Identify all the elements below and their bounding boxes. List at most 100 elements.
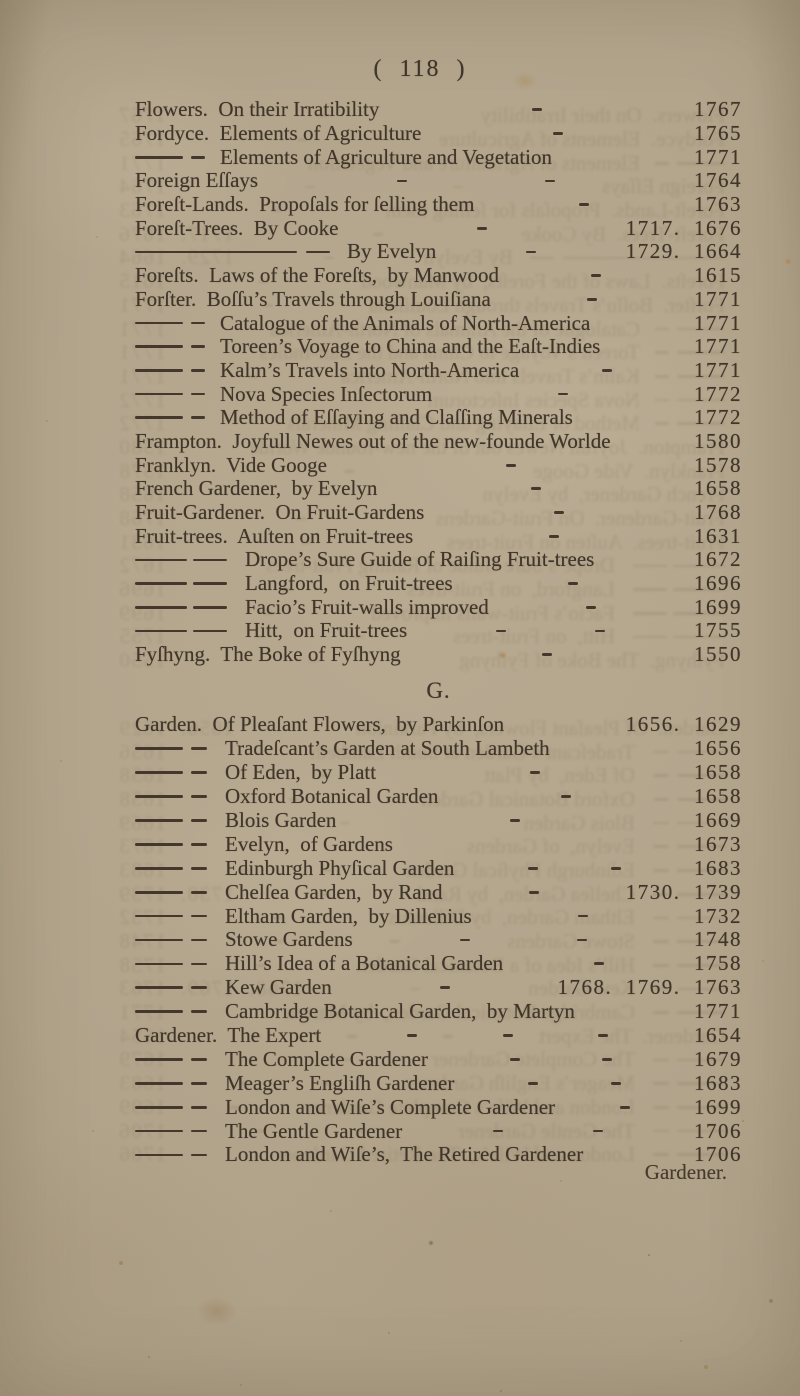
separator-dash (530, 487, 541, 491)
entry-title: Garden. Of Pleaſant Flowers, by Parkinſo… (135, 712, 505, 737)
entry-title: London and Wiſe’s, The Retired Gardener (225, 1142, 584, 1167)
entry-title: Forſter. Boſſu’s Travels through Louiſia… (135, 286, 491, 311)
entry-title: Tradeſcant’s Garden at South Lambeth (225, 736, 550, 761)
entry-year: 1706 (694, 1118, 742, 1143)
ditto-dash (135, 795, 207, 798)
entry-year: 1771 (694, 310, 742, 335)
separator-dashes (421, 132, 694, 135)
separator-dash (510, 819, 521, 822)
entry-title: Oxford Botanical Garden (225, 784, 439, 809)
entry-title: Toreen’s Voyage to China and the Eaſt-In… (220, 334, 601, 359)
entry-year: 1772 (694, 405, 742, 430)
separator-dash (554, 511, 565, 514)
separator-dash (542, 653, 553, 657)
entry-title: London and Wiſe’s Complete Gardener (225, 1094, 556, 1119)
entry-year: 1615 (694, 263, 742, 288)
ditto-dash (135, 1129, 207, 1133)
entry-title: Franklyn. Vide Googe (135, 452, 327, 477)
entry-title: Blois Garden (225, 808, 337, 833)
entry-year: 1748 (694, 927, 742, 952)
catalogue-entry: Tradeſcant’s Garden at South Lambeth 165… (135, 736, 742, 761)
catalogue-entry: Toreen’s Voyage to China and the Eaſt-In… (135, 334, 742, 359)
entry-title: Langford, on Fruit-trees (245, 571, 453, 596)
entry-title: Kew Garden (225, 975, 332, 1000)
separator-dash (459, 938, 470, 942)
paper-speckles (0, 0, 2, 2)
entry-year: 1683 (694, 1070, 742, 1095)
separator-dash (477, 226, 488, 230)
entry-year: 1696 (694, 571, 742, 596)
ditto-dash (135, 771, 207, 775)
ditto-dash (135, 962, 207, 966)
entry-title: Fyſhyng. The Boke of Fyſhyng (135, 642, 401, 667)
entry-year: 1763 (694, 192, 742, 217)
ditto-dash (135, 914, 207, 918)
entry-year: 1658 (694, 784, 742, 809)
catalogue-entry: Fruit-Gardener. On Fruit-Gardens 1768 (135, 500, 742, 525)
entry-year: 1755 (694, 618, 742, 643)
ditto-dash (135, 582, 227, 585)
ditto-dash (135, 369, 205, 372)
entry-title: The Gentle Gardener (225, 1118, 403, 1143)
entry-year: 1729. 1664 (625, 239, 742, 264)
separator-dashes (338, 226, 625, 230)
separator-dash (526, 250, 536, 254)
catalogue-entry: Foreſt-Lands. Propoſals for ſelling them… (135, 192, 742, 217)
separator-dashes (376, 771, 694, 775)
separator-dashes (407, 629, 694, 633)
entry-title: Foreſts. Laws of the Foreſts, by Manwood (135, 263, 499, 288)
entry-title: Kalm’s Travels into North-America (220, 357, 520, 382)
ditto-dash (135, 605, 227, 609)
entry-title: Frampton. Joyfull Newes out of the new-f… (135, 428, 611, 453)
separator-dashes (424, 511, 694, 514)
catalogue-entry: Stowe Gardens 1748 (135, 927, 742, 952)
ditto-dash (135, 819, 207, 822)
entry-title: By Evelyn (347, 239, 437, 264)
separator-dash (601, 1058, 612, 1061)
separator-dash (577, 914, 588, 918)
ditto-dash (135, 866, 207, 870)
separator-dash (579, 203, 590, 206)
entry-year: 1768. 1769. 1763 (557, 975, 742, 1000)
separator-dash (586, 605, 597, 609)
catalogue-entry: Gardener. The Expert 1654 (135, 1023, 742, 1048)
separator-dashes (353, 938, 694, 942)
catalogue-entry: Foreſts. Laws of the Foreſts, by Manwood… (135, 263, 742, 288)
entry-year: 1771 (694, 334, 742, 359)
catalogue-entry: Forſter. Boſſu’s Travels through Louiſia… (135, 286, 742, 312)
separator-dashes (413, 534, 694, 538)
catalogue-entry: Frampton. Joyfull Newes out of the new-f… (135, 428, 742, 454)
entry-title: Of Eden, by Platt (225, 760, 377, 785)
ditto-dash (135, 321, 205, 325)
catalogue-entry: Edinburgh Phyſical Garden 1683 (135, 856, 742, 880)
separator-dashes (332, 986, 558, 990)
ditto-dash (135, 629, 227, 633)
entry-year: 1679 (694, 1046, 742, 1071)
ditto-dash (135, 843, 207, 846)
catalogue-entry: Fruit-trees. Auſten on Fruit-trees 1631 (135, 524, 742, 548)
entry-year: 1732 (694, 903, 742, 928)
separator-dash (545, 179, 556, 183)
entry-year: 1706 (694, 1142, 742, 1167)
entry-year: 1656 (694, 736, 742, 761)
catalogue-entry: Eltham Garden, by Dillenius 1732 (135, 904, 742, 928)
catalogue-entry: Fordyce. Elements of Agriculture 1765 (135, 121, 742, 146)
separator-dashes (519, 369, 694, 372)
entry-title: Meager’s Engliſh Gardener (225, 1070, 455, 1095)
paper-stain (196, 1296, 238, 1326)
catalogue-entry: Franklyn. Vide Googe 1578 (135, 453, 742, 477)
separator-dash (509, 1058, 520, 1061)
entry-year: 1654 (694, 1023, 742, 1048)
entry-title: Foreign Eſſays (135, 168, 259, 193)
ditto-dash (135, 155, 205, 159)
catalogue-entry: Of Eden, by Platt 1658 (135, 760, 742, 785)
separator-dash (492, 1129, 503, 1133)
separator-dashes (489, 605, 694, 609)
catalogue-entry: Hill’s Idea of a Botanical Garden 1758 (135, 951, 742, 976)
separator-dash (619, 1105, 630, 1109)
catalogue-entry: Oxford Botanical Garden 1658 (135, 784, 742, 809)
ditto-dash (135, 1105, 207, 1109)
ditto-dash (135, 747, 207, 751)
entry-year: 1699 (694, 1094, 742, 1119)
